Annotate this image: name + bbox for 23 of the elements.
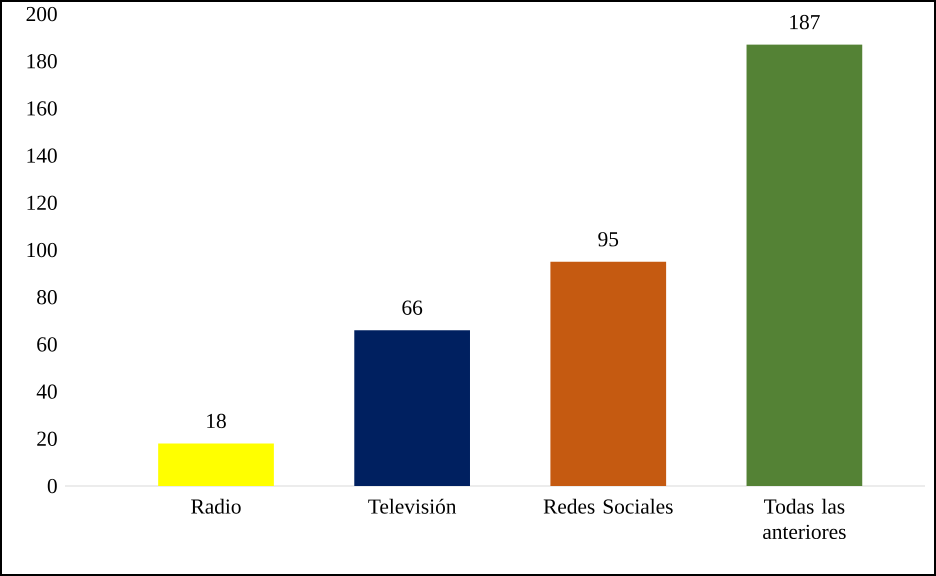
y-tick-label: 40: [36, 384, 57, 399]
bar: [550, 262, 666, 486]
x-tick-label: Todas las anteriores: [763, 498, 846, 540]
bar: [354, 330, 470, 486]
bar: [746, 44, 862, 486]
bar: [158, 444, 274, 486]
data-label: 187: [790, 14, 820, 30]
y-tick-label: 20: [37, 432, 57, 446]
x-tick-label: Radio: [191, 498, 241, 514]
y-tick-label: 200: [26, 6, 57, 22]
y-tick-label: 100: [28, 242, 57, 258]
x-tick-label: Televisión: [368, 498, 456, 514]
y-tick-label: 180: [28, 54, 57, 68]
data-label: 95: [598, 232, 618, 246]
x-tick-label: Redes Sociales: [544, 498, 673, 514]
y-tick-label: 0: [48, 478, 57, 494]
y-tick-label: 160: [28, 101, 57, 116]
y-tick-label: 80: [37, 290, 57, 304]
data-label: 18: [207, 414, 226, 428]
y-tick-label: 140: [28, 148, 57, 163]
data-label: 66: [402, 300, 422, 315]
y-tick-label: 120: [28, 196, 57, 210]
y-tick-label: 60: [37, 337, 57, 352]
